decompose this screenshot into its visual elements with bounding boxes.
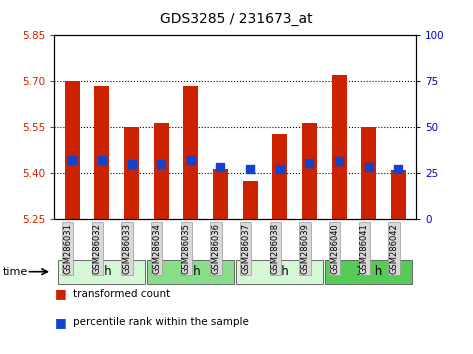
Text: GSM286039: GSM286039: [300, 223, 309, 274]
Bar: [332, 75, 347, 219]
Point: [158, 161, 165, 167]
Point: [335, 158, 343, 164]
Point: [365, 165, 373, 170]
Text: GSM286035: GSM286035: [182, 223, 191, 274]
FancyBboxPatch shape: [236, 260, 324, 284]
Text: ■: ■: [54, 316, 66, 329]
FancyBboxPatch shape: [58, 260, 146, 284]
FancyBboxPatch shape: [325, 260, 412, 284]
Text: ■: ■: [54, 287, 66, 300]
Text: percentile rank within the sample: percentile rank within the sample: [73, 317, 249, 327]
Text: 12 h: 12 h: [356, 265, 382, 278]
Text: transformed count: transformed count: [73, 289, 171, 299]
Text: GSM286031: GSM286031: [63, 223, 72, 274]
Bar: [391, 170, 406, 219]
Bar: [213, 169, 228, 219]
Point: [187, 157, 194, 162]
Text: GSM286040: GSM286040: [330, 223, 339, 274]
Point: [276, 166, 284, 172]
Point: [217, 165, 224, 170]
Bar: [154, 123, 168, 219]
Point: [306, 160, 313, 166]
Text: 3 h: 3 h: [182, 265, 200, 278]
Text: 6 h: 6 h: [271, 265, 289, 278]
Bar: [243, 181, 258, 219]
Bar: [272, 133, 287, 219]
Text: GSM286034: GSM286034: [152, 223, 161, 274]
Bar: [124, 127, 139, 219]
Text: GSM286036: GSM286036: [211, 223, 220, 274]
Point: [98, 157, 105, 162]
Text: time: time: [2, 267, 27, 277]
Point: [69, 157, 76, 162]
FancyBboxPatch shape: [147, 260, 235, 284]
Bar: [184, 86, 198, 219]
Text: GDS3285 / 231673_at: GDS3285 / 231673_at: [160, 12, 313, 27]
Point: [128, 161, 135, 167]
Bar: [302, 123, 317, 219]
Text: GSM286037: GSM286037: [241, 223, 250, 274]
Bar: [361, 127, 376, 219]
Bar: [95, 86, 109, 219]
Text: GSM286033: GSM286033: [123, 223, 131, 274]
Text: GSM286038: GSM286038: [271, 223, 280, 274]
Point: [394, 166, 402, 172]
Bar: [65, 81, 79, 219]
Point: [246, 166, 254, 172]
Text: GSM286042: GSM286042: [389, 223, 398, 274]
Text: GSM286032: GSM286032: [93, 223, 102, 274]
Text: GSM286041: GSM286041: [360, 223, 369, 274]
Text: 0 h: 0 h: [93, 265, 111, 278]
